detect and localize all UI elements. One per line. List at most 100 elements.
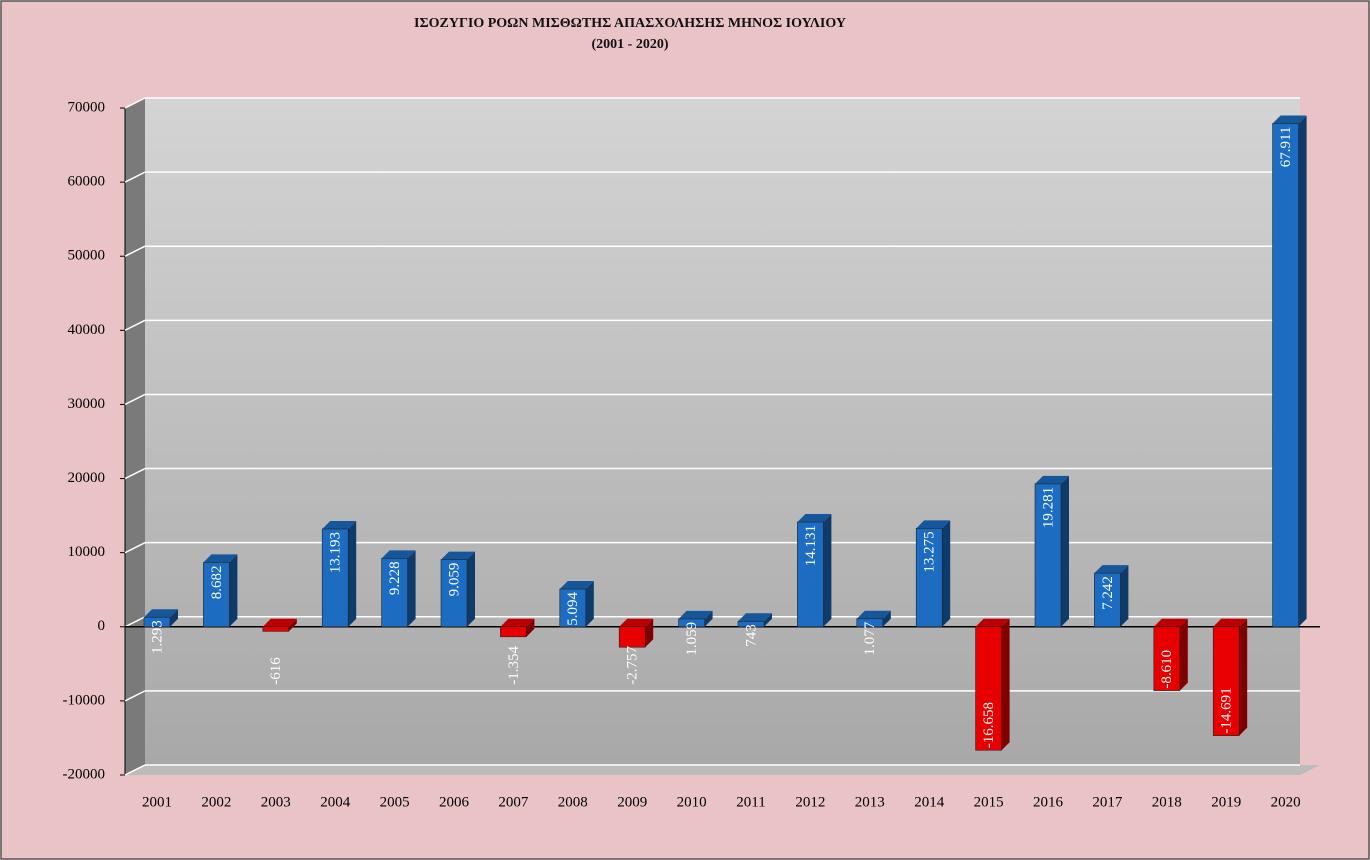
x-tick-label: 2004 — [320, 794, 351, 810]
x-tick-label: 2020 — [1271, 794, 1301, 810]
bar-top — [1035, 475, 1069, 484]
y-tick-label: 40000 — [68, 322, 106, 338]
bar-top — [441, 551, 475, 560]
bar — [1034, 483, 1062, 628]
bar — [618, 626, 646, 648]
x-tick-label: 2009 — [617, 794, 647, 810]
value-label: -2.757 — [625, 646, 641, 685]
grid-line — [124, 171, 146, 183]
value-label: -1.354 — [506, 646, 522, 685]
bar — [143, 616, 171, 628]
x-tick-label: 2002 — [201, 794, 231, 810]
value-label: 1.059 — [684, 622, 700, 656]
bar-side — [1061, 475, 1069, 627]
bar-side — [1179, 618, 1188, 691]
y-tick-label: 30000 — [68, 396, 106, 412]
bar-side — [229, 554, 238, 627]
y-tick-label: -20000 — [63, 766, 106, 782]
back-wall — [145, 98, 1300, 765]
bar — [381, 558, 408, 628]
bar-side — [1239, 618, 1248, 736]
bar — [1272, 123, 1299, 628]
bar-top — [381, 550, 416, 559]
bar — [440, 559, 468, 628]
value-label: 13.193 — [328, 532, 344, 573]
left-wall — [125, 98, 145, 775]
bar — [500, 626, 527, 638]
value-label: 8.682 — [209, 565, 225, 599]
bar — [321, 528, 349, 628]
bar-side — [288, 618, 297, 632]
grid-line — [124, 245, 146, 257]
value-label: 9.228 — [387, 561, 403, 595]
x-tick-label: 2019 — [1211, 794, 1241, 810]
grid-line — [124, 764, 146, 776]
bar-top — [738, 613, 772, 622]
value-label: -616 — [268, 657, 284, 685]
bar — [203, 562, 230, 628]
bar-top — [1153, 618, 1188, 627]
y-tick-label: 10000 — [68, 544, 106, 560]
x-tick-label: 2008 — [558, 794, 588, 810]
bar — [797, 521, 824, 628]
bar-top — [797, 514, 832, 523]
grid-line — [124, 690, 146, 702]
value-label: 5.094 — [565, 592, 581, 626]
bar — [1212, 626, 1240, 736]
bar-top — [975, 618, 1010, 627]
bar-top — [322, 521, 357, 530]
bar — [856, 618, 884, 628]
bar-top — [500, 618, 535, 627]
value-label: 1.077 — [862, 621, 878, 655]
y-tick-label: -10000 — [63, 692, 106, 708]
grid-line — [124, 97, 146, 109]
value-label: 743 — [743, 624, 759, 647]
x-tick-label: 2001 — [142, 794, 172, 810]
bar-top — [262, 618, 297, 627]
bar — [915, 528, 943, 628]
x-tick-label: 2011 — [736, 794, 765, 810]
bar-top — [559, 581, 594, 590]
bar — [1153, 626, 1181, 691]
value-label: -14.691 — [1219, 687, 1235, 733]
y-tick-label: 0 — [98, 618, 106, 634]
bar-side — [942, 520, 951, 627]
grid-line — [124, 393, 146, 406]
bar-side — [823, 514, 832, 627]
y-tick-label: 70000 — [68, 99, 106, 115]
bar-side — [1120, 565, 1129, 627]
bar — [559, 588, 587, 628]
y-tick-label: 20000 — [68, 470, 106, 486]
bar-side — [1001, 618, 1010, 751]
x-tick-label: 2007 — [498, 794, 529, 810]
value-label: -8.610 — [1159, 650, 1175, 689]
bar-side — [704, 610, 713, 627]
x-tick-label: 2017 — [1092, 794, 1123, 810]
chart-title: ΙΣΟΖΥΓΙΟ ΡΟΩΝ ΜΙΣΘΩΤΗΣ ΑΠΑΣΧΟΛΗΣΗΣ ΜΗΝΟΣ… — [414, 16, 846, 31]
bar-top — [916, 520, 951, 529]
bar-top — [144, 609, 178, 618]
bar-side — [407, 550, 416, 627]
value-label: 7.242 — [1100, 576, 1116, 610]
y-tick-label: 60000 — [68, 174, 106, 190]
bar-side — [645, 618, 654, 648]
x-tick-label: 2005 — [380, 794, 410, 810]
bar-top — [1213, 618, 1248, 627]
value-label: -16.658 — [981, 702, 997, 748]
bar-top — [678, 610, 713, 619]
value-label: 19.281 — [1040, 487, 1056, 528]
bar-top — [1094, 565, 1129, 574]
bar — [737, 620, 765, 628]
bar-side — [882, 610, 891, 627]
bar-side — [585, 581, 594, 627]
chart-subtitle: (2001 - 2020) — [592, 37, 669, 52]
bar-side — [170, 609, 178, 627]
value-label: 67.911 — [1278, 126, 1294, 167]
bar-side — [1298, 115, 1307, 627]
value-label: 13.275 — [922, 531, 938, 572]
floor — [125, 765, 1320, 775]
bar-top — [856, 610, 891, 619]
grid-line — [124, 541, 146, 554]
grid-line — [124, 319, 146, 332]
